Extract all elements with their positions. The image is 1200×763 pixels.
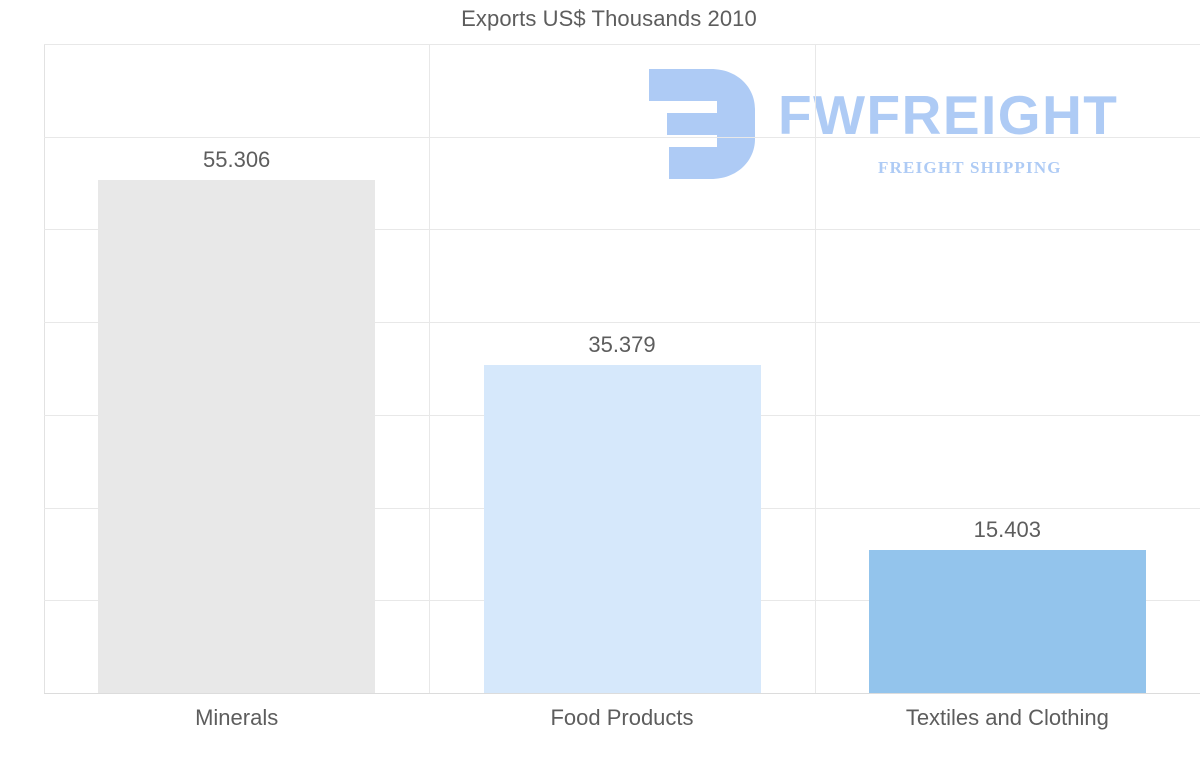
bar[interactable] (868, 550, 1146, 693)
bar-value-label: 15.403 (973, 517, 1041, 543)
x-axis-tick-label: Minerals (195, 705, 279, 730)
bar-value-label: 35.379 (588, 331, 656, 357)
y-axis-line (44, 44, 45, 694)
gridline-horizontal (44, 229, 1200, 231)
bar[interactable] (483, 365, 761, 693)
x-axis-tick-label: Textiles and Clothing (905, 705, 1109, 730)
x-axis-tick-label: Food Products (550, 705, 694, 730)
gridline-horizontal (44, 136, 1200, 138)
gridline-vertical (815, 44, 816, 693)
gridline-horizontal (44, 322, 1200, 324)
chart-title-text: Exports US$ Thousands 2010 (461, 6, 757, 31)
gridline-horizontal (44, 44, 1200, 45)
x-axis-baseline (44, 693, 1200, 694)
bar[interactable] (98, 180, 376, 693)
gridline-vertical (429, 44, 430, 693)
bar-value-label: 55.306 (203, 147, 271, 173)
chart-title: Exports US$ Thousands 2010 (0, 6, 1200, 32)
plot-area: 55.306 35.379 15.403 (44, 44, 1200, 694)
